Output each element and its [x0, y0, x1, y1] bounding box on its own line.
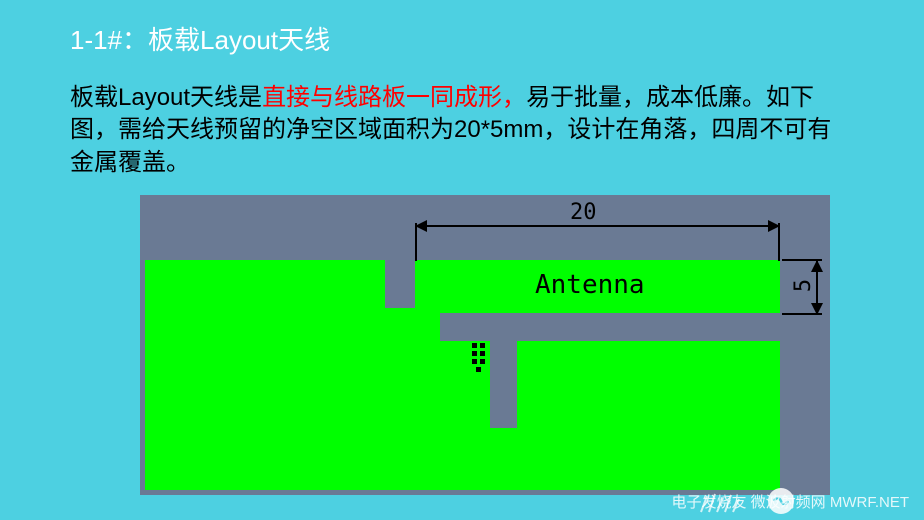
dim-ext-w2	[778, 223, 780, 261]
dim-line-width	[415, 225, 780, 227]
hatch-dot	[472, 359, 477, 364]
notch-2	[440, 313, 780, 341]
antenna-diagram: 20 5 Antenna	[140, 195, 830, 495]
dim-line-height	[816, 260, 818, 315]
dim-ext-h2	[782, 313, 822, 315]
watermark-text: 电子发烧友 微波射频网 MWRF.NET	[672, 491, 910, 512]
hatch-dot	[472, 351, 477, 356]
slide-description: 板载Layout天线是直接与线路板一同成形，易于批量，成本低廉。如下图，需给天线…	[0, 57, 924, 179]
dim-ext-w1	[415, 223, 417, 261]
hatch-dot	[476, 367, 481, 372]
dim-ext-h1	[782, 259, 822, 261]
hatch-dot	[480, 359, 485, 364]
dim-label-width: 20	[570, 200, 597, 225]
desc-highlight: 直接与线路板一同成形，	[262, 84, 526, 111]
notch-3	[490, 338, 517, 428]
notch-1	[385, 258, 415, 308]
slide-title: 1-1#：板载Layout天线	[0, 0, 924, 57]
antenna-label: Antenna	[535, 270, 645, 300]
hatch-dot	[472, 343, 477, 348]
pcb-copper	[145, 260, 780, 490]
hatch-dot	[480, 351, 485, 356]
desc-pre: 板载Layout天线是	[70, 84, 262, 111]
hatch-dot	[480, 343, 485, 348]
dim-label-height: 5	[791, 279, 816, 292]
